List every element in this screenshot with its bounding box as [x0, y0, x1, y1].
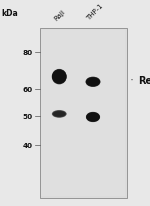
- Ellipse shape: [87, 114, 99, 121]
- Ellipse shape: [52, 71, 66, 84]
- Ellipse shape: [86, 78, 100, 87]
- Ellipse shape: [86, 78, 100, 87]
- Text: 50: 50: [23, 114, 33, 119]
- Ellipse shape: [52, 110, 67, 118]
- Ellipse shape: [87, 113, 99, 122]
- Ellipse shape: [53, 112, 65, 117]
- Ellipse shape: [87, 114, 99, 121]
- Ellipse shape: [86, 78, 100, 87]
- Ellipse shape: [87, 79, 99, 86]
- Ellipse shape: [52, 111, 66, 118]
- Ellipse shape: [87, 79, 99, 86]
- Ellipse shape: [87, 79, 99, 86]
- Ellipse shape: [53, 111, 66, 117]
- Ellipse shape: [86, 113, 100, 122]
- Ellipse shape: [52, 71, 66, 84]
- Ellipse shape: [87, 114, 99, 121]
- Text: THP-1: THP-1: [86, 3, 105, 22]
- Ellipse shape: [87, 78, 99, 86]
- Bar: [40, 29, 127, 198]
- Ellipse shape: [53, 72, 66, 83]
- Ellipse shape: [87, 114, 99, 121]
- Ellipse shape: [87, 78, 99, 86]
- Ellipse shape: [86, 78, 100, 87]
- Text: RelB: RelB: [138, 75, 150, 85]
- Ellipse shape: [53, 111, 66, 117]
- Ellipse shape: [86, 77, 100, 87]
- Ellipse shape: [52, 111, 66, 118]
- Ellipse shape: [52, 110, 67, 118]
- Ellipse shape: [52, 70, 67, 85]
- Text: Raji: Raji: [53, 8, 66, 22]
- Bar: [41, 31, 125, 196]
- Ellipse shape: [53, 71, 66, 83]
- Ellipse shape: [87, 79, 99, 86]
- Ellipse shape: [52, 70, 67, 85]
- Ellipse shape: [52, 111, 66, 118]
- Ellipse shape: [87, 113, 99, 122]
- Ellipse shape: [86, 78, 100, 87]
- Ellipse shape: [53, 72, 65, 83]
- Ellipse shape: [54, 73, 65, 82]
- Ellipse shape: [86, 112, 100, 122]
- Ellipse shape: [86, 112, 100, 123]
- Ellipse shape: [52, 111, 66, 118]
- Text: 60: 60: [23, 87, 33, 92]
- Ellipse shape: [86, 112, 100, 122]
- Ellipse shape: [86, 77, 100, 87]
- Ellipse shape: [53, 72, 65, 82]
- Ellipse shape: [86, 78, 100, 87]
- Ellipse shape: [88, 114, 98, 121]
- Ellipse shape: [53, 111, 66, 117]
- Ellipse shape: [52, 70, 66, 84]
- Ellipse shape: [52, 70, 66, 84]
- Ellipse shape: [87, 114, 99, 121]
- Ellipse shape: [87, 113, 99, 122]
- Ellipse shape: [87, 79, 99, 86]
- Ellipse shape: [86, 113, 100, 122]
- Ellipse shape: [52, 111, 67, 118]
- Ellipse shape: [87, 114, 99, 121]
- Ellipse shape: [87, 79, 99, 85]
- Ellipse shape: [52, 111, 66, 118]
- Text: 40: 40: [23, 142, 33, 148]
- Ellipse shape: [86, 113, 100, 122]
- Ellipse shape: [53, 71, 66, 83]
- Text: kDa: kDa: [2, 9, 18, 18]
- Ellipse shape: [52, 70, 66, 84]
- Ellipse shape: [54, 73, 65, 82]
- Ellipse shape: [53, 111, 66, 117]
- Text: 80: 80: [23, 50, 33, 55]
- Ellipse shape: [53, 71, 66, 83]
- Ellipse shape: [53, 73, 65, 82]
- Ellipse shape: [87, 114, 99, 121]
- Ellipse shape: [85, 77, 100, 88]
- Ellipse shape: [53, 72, 65, 82]
- Ellipse shape: [52, 70, 67, 85]
